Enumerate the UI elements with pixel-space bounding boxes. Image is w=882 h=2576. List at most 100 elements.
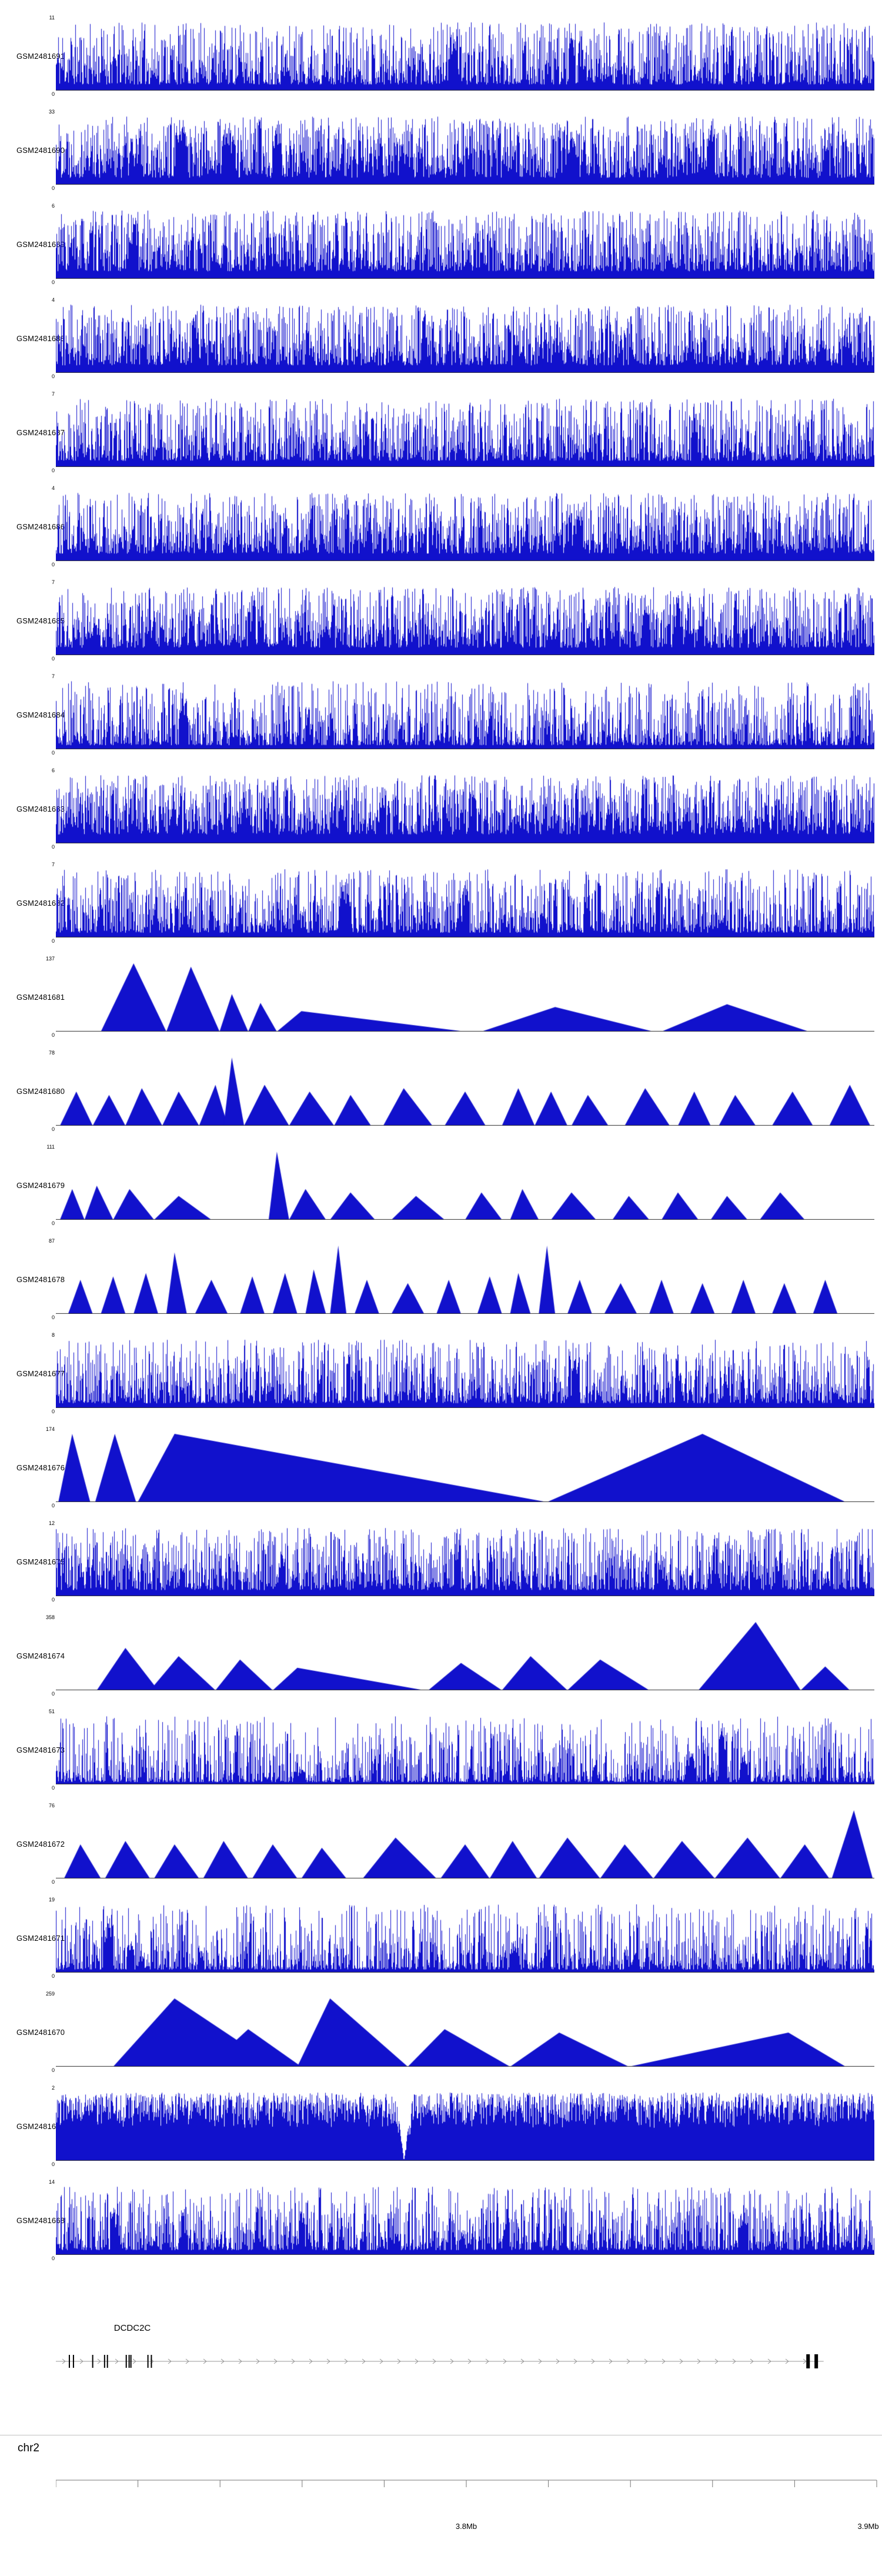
strand-arrow-icon xyxy=(220,2358,225,2364)
strand-arrow-icon xyxy=(485,2358,489,2364)
track-signal-plot xyxy=(56,2091,874,2161)
strand-arrow-icon xyxy=(467,2358,472,2364)
track-signal-plot xyxy=(56,1621,874,1690)
strand-arrow-icon xyxy=(591,2358,595,2364)
track-ymax-label: 4 xyxy=(51,297,55,303)
strand-arrow-icon xyxy=(132,2358,136,2364)
strand-arrow-icon xyxy=(256,2358,260,2364)
track-label: GSM2481680 xyxy=(16,1087,65,1096)
track-label: GSM2481691 xyxy=(16,52,65,61)
track-signal-plot xyxy=(56,586,874,655)
track-ymin-label: 0 xyxy=(51,2161,55,2167)
track-ymin-label: 0 xyxy=(51,1597,55,1603)
track-ymin-label: 0 xyxy=(51,562,55,568)
strand-arrow-icon xyxy=(573,2358,577,2364)
track-label: GSM2481673 xyxy=(16,1746,65,1754)
strand-arrow-icon xyxy=(503,2358,507,2364)
track-signal-plot xyxy=(56,1056,874,1126)
track-row: GSM2481689 6 0 xyxy=(0,201,882,295)
track-ymin-label: 0 xyxy=(51,1973,55,1979)
track-ymax-label: 174 xyxy=(45,1426,55,1432)
track-signal-plot xyxy=(56,962,874,1032)
track-ymin-label: 0 xyxy=(51,1503,55,1509)
track-ymax-label: 8 xyxy=(51,1332,55,1338)
strand-arrow-icon xyxy=(714,2358,719,2364)
strand-arrow-icon xyxy=(344,2358,348,2364)
track-label: GSM2481678 xyxy=(16,1275,65,1284)
track-ymin-label: 0 xyxy=(51,1032,55,1038)
strand-arrow-icon xyxy=(362,2358,366,2364)
strand-arrow-icon xyxy=(62,2358,66,2364)
strand-arrow-icon xyxy=(432,2358,436,2364)
track-row: GSM2481673 51 0 xyxy=(0,1707,882,1801)
track-ymax-label: 51 xyxy=(48,1709,55,1714)
strand-arrow-icon xyxy=(326,2358,330,2364)
chromosome-label: chr2 xyxy=(18,2442,39,2454)
track-label: GSM2481687 xyxy=(16,428,65,437)
track-label: GSM2481681 xyxy=(16,993,65,1002)
strand-arrow-icon xyxy=(803,2358,807,2364)
track-row: GSM2481668 14 0 xyxy=(0,2177,882,2271)
strand-arrow-icon xyxy=(785,2358,789,2364)
track-label: GSM2481675 xyxy=(16,1557,65,1566)
track-ymin-label: 0 xyxy=(51,1220,55,1226)
strand-arrow-icon xyxy=(679,2358,683,2364)
track-label: GSM2481689 xyxy=(16,240,65,249)
track-row: GSM2481682 7 0 xyxy=(0,860,882,954)
gene-name-label: DCDC2C xyxy=(113,2323,151,2333)
track-label: GSM2481677 xyxy=(16,1369,65,1378)
axis-tick-label: 3.8Mb xyxy=(455,2522,477,2531)
track-signal-plot xyxy=(56,209,874,279)
track-row: GSM2481674 358 0 xyxy=(0,1613,882,1707)
exon-box xyxy=(806,2354,810,2368)
track-row: GSM2481684 7 0 xyxy=(0,672,882,766)
track-label: GSM2481679 xyxy=(16,1181,65,1190)
track-signal-plot xyxy=(56,1433,874,1502)
track-signal-plot xyxy=(56,492,874,561)
strand-arrow-icon xyxy=(185,2358,189,2364)
track-row: GSM2481678 87 0 xyxy=(0,1236,882,1330)
track-signal-plot xyxy=(56,21,874,91)
track-ymax-label: 11 xyxy=(49,15,55,21)
strand-arrow-icon xyxy=(397,2358,401,2364)
strand-arrow-icon xyxy=(379,2358,383,2364)
track-row: GSM2481688 4 0 xyxy=(0,295,882,389)
strand-arrow-icon xyxy=(168,2358,172,2364)
strand-arrow-icon xyxy=(556,2358,560,2364)
track-ymax-label: 2 xyxy=(51,2085,55,2091)
track-label: GSM2481669 xyxy=(16,2122,65,2131)
track-ymax-label: 7 xyxy=(51,391,55,397)
track-row: GSM2481675 12 0 xyxy=(0,1519,882,1613)
track-ymin-label: 0 xyxy=(51,1126,55,1132)
track-ymin-label: 0 xyxy=(51,844,55,850)
strand-arrow-icon xyxy=(273,2358,278,2364)
track-signal-plot xyxy=(56,115,874,185)
axis-tick-label: 3.9Mb xyxy=(857,2522,879,2531)
track-label: GSM2481670 xyxy=(16,2028,65,2037)
track-ymax-label: 6 xyxy=(51,768,55,773)
track-label: GSM2481690 xyxy=(16,146,65,155)
track-signal-plot xyxy=(56,1715,874,1784)
track-signal-plot xyxy=(56,303,874,373)
track-ymax-label: 358 xyxy=(45,1614,55,1620)
track-label: GSM2481683 xyxy=(16,805,65,813)
track-label: GSM2481688 xyxy=(16,334,65,343)
track-row: GSM2481670 259 0 xyxy=(0,1989,882,2083)
strand-arrow-icon xyxy=(697,2358,701,2364)
track-label: GSM2481682 xyxy=(16,899,65,907)
track-signal-plot xyxy=(56,774,874,843)
strand-arrow-icon xyxy=(662,2358,666,2364)
signal-tracks-container: GSM2481691 11 0 GSM2481690 33 0 GSM2481689 6 0 GS… xyxy=(0,13,882,2271)
track-ymax-label: 7 xyxy=(51,673,55,679)
track-row: GSM2481683 6 0 xyxy=(0,766,882,860)
track-row: GSM2481677 8 0 xyxy=(0,1330,882,1424)
track-ymax-label: 33 xyxy=(48,109,55,115)
track-label: GSM2481685 xyxy=(16,616,65,625)
track-signal-plot xyxy=(56,1809,874,1878)
track-row: GSM2481676 174 0 xyxy=(0,1424,882,1519)
track-ymax-label: 76 xyxy=(48,1803,55,1808)
track-row: GSM2481672 76 0 xyxy=(0,1801,882,1895)
strand-arrow-icon xyxy=(644,2358,648,2364)
track-ymin-label: 0 xyxy=(51,1691,55,1697)
